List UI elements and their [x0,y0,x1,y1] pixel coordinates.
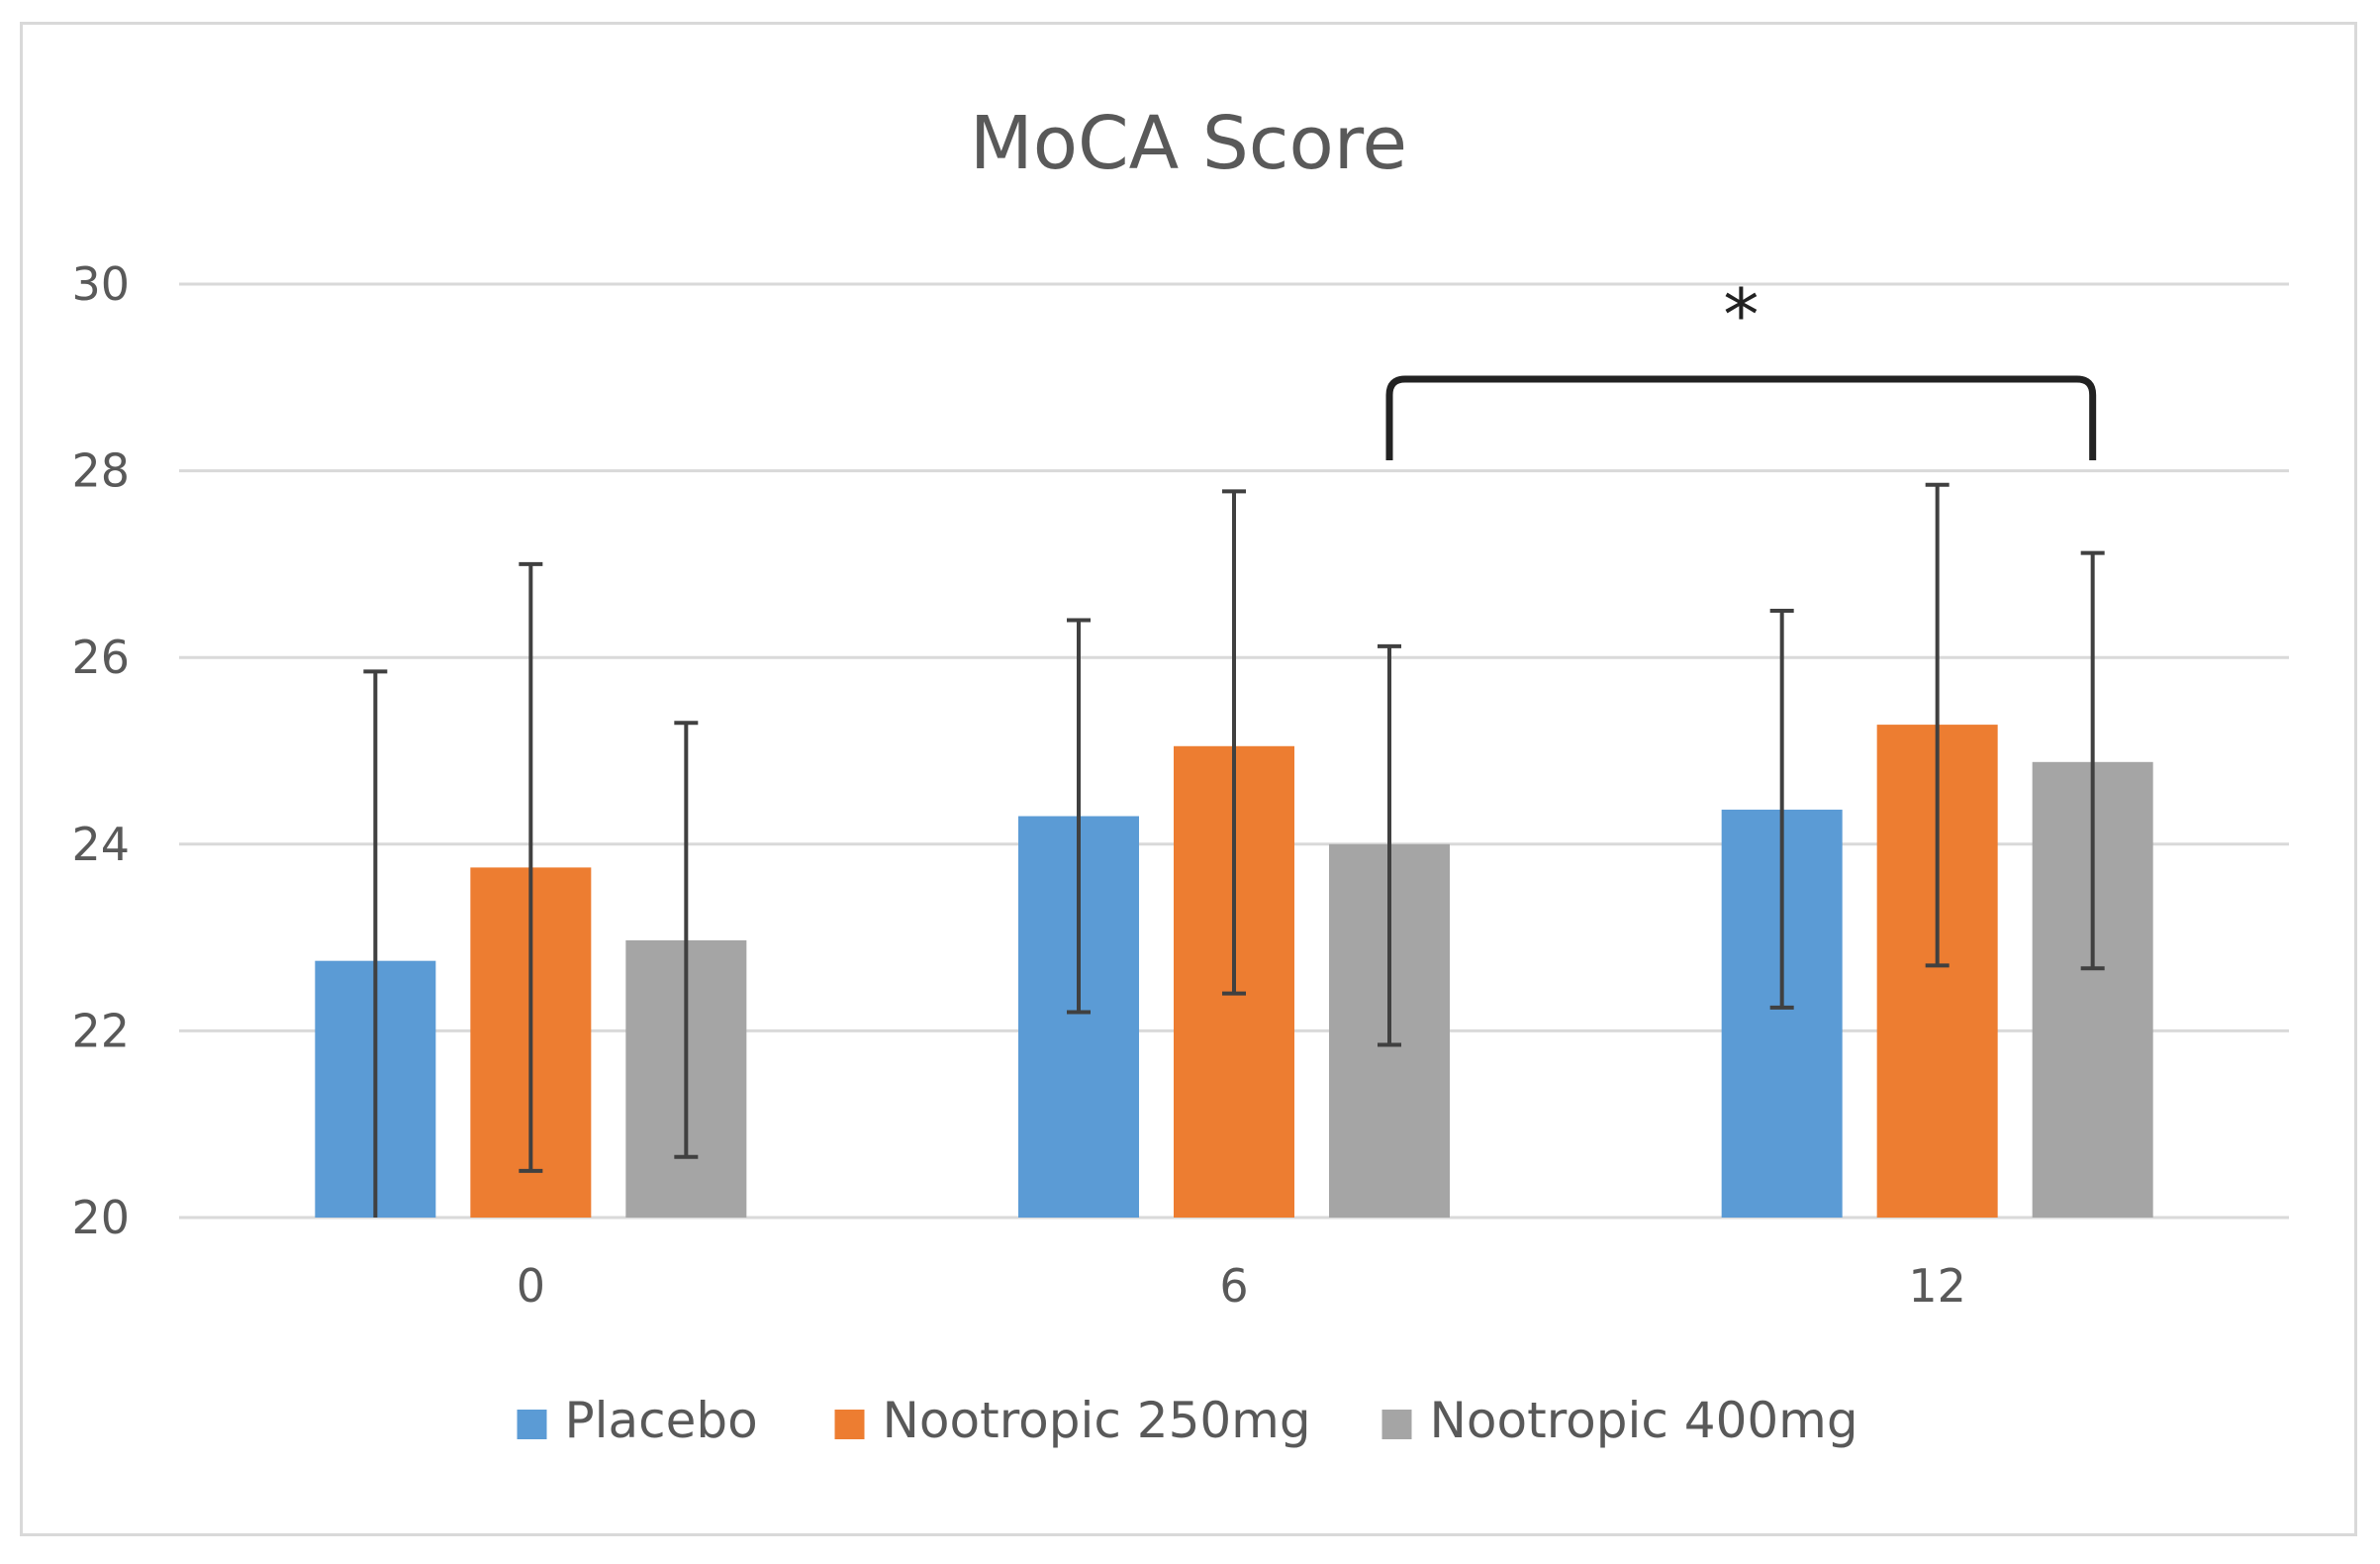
x-tick-label: 12 [1908,1259,1966,1313]
x-axis-ticks: 0 6 12 [517,1259,1966,1313]
moca-score-chart: MoCA Score 20 22 24 26 28 30 0 6 12 * Placebo No… [71,101,2289,1449]
legend-item-placebo: Placebo [517,1392,758,1449]
significance-annotation: * [1385,273,2097,460]
y-axis-ticks: 20 22 24 26 28 30 [71,257,130,1244]
error-bar-nootropic-250mg-week-6 [1222,489,1246,996]
legend-swatch [1381,1410,1412,1439]
y-tick-label: 24 [71,818,130,871]
x-tick-label: 6 [1219,1259,1248,1313]
y-tick-label: 26 [71,631,130,684]
error-bar-nootropic-250mg-week-0 [519,561,543,1173]
error-bar-nootropic-400mg-week-6 [1378,643,1401,1047]
error-bar-nootropic-400mg-week-0 [674,721,699,1159]
chart-frame: MoCA Score 20 22 24 26 28 30 0 6 12 * Placebo No… [20,22,2357,1536]
error-bar-placebo-week-6 [1067,618,1091,1015]
chart-title: MoCA Score [970,101,1407,186]
x-tick-label: 0 [517,1259,545,1313]
significance-bracket [1385,375,2097,460]
legend-label: Placebo [565,1392,758,1449]
y-tick-label: 28 [71,444,130,498]
error-bar-nootropic-250mg-week-12 [1925,482,1950,968]
y-tick-label: 20 [71,1191,130,1244]
legend-label: Nootropic 250mg [883,1392,1311,1449]
error-bar-placebo-week-0 [363,669,388,1218]
legend-item-nootropic-250mg: Nootropic 250mg [834,1392,1311,1449]
legend-swatch [517,1410,547,1439]
y-tick-label: 30 [71,257,130,311]
legend: Placebo Nootropic 250mg Nootropic 400mg [517,1392,1858,1449]
significance-star: * [1723,273,1759,356]
y-tick-label: 22 [71,1004,130,1057]
legend-item-nootropic-400mg: Nootropic 400mg [1381,1392,1858,1449]
legend-swatch [834,1410,865,1439]
error-bars [363,482,2105,1218]
error-bar-nootropic-400mg-week-12 [2080,550,2105,971]
error-bar-placebo-week-12 [1769,609,1794,1010]
legend-label: Nootropic 400mg [1430,1392,1858,1449]
